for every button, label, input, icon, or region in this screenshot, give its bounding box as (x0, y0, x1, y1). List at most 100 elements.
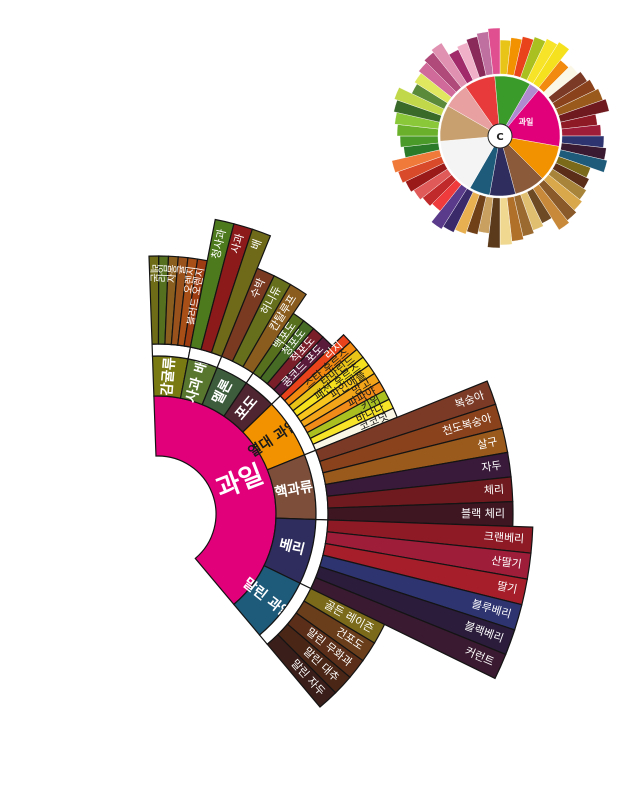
item-sector[interactable] (326, 476, 514, 509)
mini-outer-segment (466, 36, 487, 78)
item-sector[interactable] (303, 587, 386, 644)
mini-outer-segment (391, 149, 442, 173)
mini-outer-segment (405, 162, 448, 193)
mini-outer-segment (526, 38, 558, 84)
item-sector[interactable] (309, 576, 507, 680)
mini-outer-segment (506, 196, 524, 242)
mini-outer-segment (552, 79, 596, 110)
category-label: 감귤류 (158, 356, 178, 396)
mini-center-disc (487, 123, 513, 149)
mini-outer-segment (561, 124, 602, 137)
item-sector[interactable] (324, 451, 512, 497)
mini-outer-segment (548, 168, 587, 200)
item-sector[interactable] (242, 283, 308, 374)
item-label: 자몽 (166, 264, 179, 283)
mini-outer-segment (538, 59, 569, 93)
mini-outer-segment (532, 41, 570, 88)
item-sector[interactable] (259, 319, 315, 385)
mini-outer-segment (543, 174, 583, 211)
mini-outer-segment (431, 42, 468, 88)
item-sector[interactable] (189, 218, 235, 351)
mini-outer-segment (466, 194, 487, 235)
mini-outer-segment (560, 142, 607, 161)
mini-outer-segment (476, 31, 494, 76)
mini-outer-segment (555, 156, 591, 178)
item-sector[interactable] (220, 267, 275, 363)
item-sector[interactable] (318, 403, 504, 474)
item-label: 라임 (156, 264, 169, 283)
mini-outer-segment (442, 188, 474, 233)
item-sector[interactable] (200, 223, 254, 354)
mini-wheel: C 과일 (391, 27, 610, 249)
item-label: 살구 (476, 435, 499, 452)
mini-outer-segment (538, 179, 577, 221)
mini-outer-segment (532, 184, 570, 231)
item-sector[interactable] (231, 275, 292, 368)
item-label: 블랙 체리 (461, 507, 505, 520)
mini-outer-segment (520, 191, 544, 231)
mini-outer-segment (513, 36, 534, 78)
item-label: 산딸기 (491, 554, 523, 571)
mini-outer-segment (506, 37, 523, 76)
mini-outer-segment (413, 168, 452, 200)
mini-outer-segment (499, 197, 513, 246)
mini-outer-segment (558, 149, 608, 173)
mini-outer-segment (422, 174, 457, 207)
mini-outer-segment (513, 194, 535, 237)
item-sector[interactable] (322, 542, 528, 606)
item-label: 귤 (175, 265, 188, 275)
mini-outer-segment (552, 162, 590, 189)
mini-outer-segment (393, 99, 442, 123)
mini-outer-segment (454, 191, 480, 235)
item-sector[interactable] (276, 623, 351, 694)
item-label: 자두 (481, 459, 503, 475)
mini-outer-segment (561, 135, 605, 148)
item-sector[interactable] (266, 633, 337, 708)
item-sector[interactable] (266, 327, 324, 391)
item-sector[interactable] (314, 565, 516, 656)
mini-outer-segment (448, 49, 474, 84)
item-label: 배 (249, 237, 265, 251)
item-sector[interactable] (324, 531, 532, 580)
mini-outer-segment (558, 98, 610, 123)
mini-outer-segment (418, 62, 457, 98)
mini-outer-segment (424, 52, 462, 93)
mini-outer-segment (520, 36, 546, 81)
mini-outer-segment (394, 87, 445, 116)
mini-outer-segment (431, 179, 462, 212)
mini-outer-segment (411, 83, 448, 110)
item-sector[interactable] (295, 600, 376, 662)
item-label: 딸기 (496, 579, 519, 596)
item-sector[interactable] (322, 427, 509, 486)
category-label: 베리 (277, 537, 306, 559)
mini-outer-segment (543, 65, 579, 98)
item-sector[interactable] (314, 380, 497, 463)
mini-outer-segment (526, 188, 552, 224)
item-sector[interactable] (326, 519, 534, 554)
mini-outer-segment (487, 197, 501, 249)
mini-highlight-label: 과일 (519, 117, 534, 127)
mini-outer-segment (548, 71, 588, 104)
mini-outer-segment (431, 184, 468, 230)
mini-outer-segment (397, 156, 445, 184)
mini-outer-segment (394, 112, 440, 130)
item-sector[interactable] (318, 554, 523, 631)
item-label: 크랜베리 (483, 530, 524, 546)
mini-outer-segment (477, 196, 494, 234)
category-label: 핵과류 (273, 479, 314, 501)
item-label: 체리 (483, 483, 504, 497)
item-sector[interactable] (327, 500, 514, 528)
mini-outer-segment (403, 142, 440, 158)
mini-center-letter: C (496, 132, 503, 143)
item-label: 사과 (228, 232, 246, 255)
mini-outer-segment (396, 124, 439, 137)
item-label: 레몬 (148, 264, 160, 283)
mini-outer-segment (560, 113, 598, 130)
mini-outer-segment (456, 42, 480, 81)
item-sector[interactable] (286, 612, 364, 679)
item-sector[interactable] (210, 228, 272, 358)
item-sector[interactable] (273, 336, 333, 397)
item-sector[interactable] (252, 312, 305, 380)
